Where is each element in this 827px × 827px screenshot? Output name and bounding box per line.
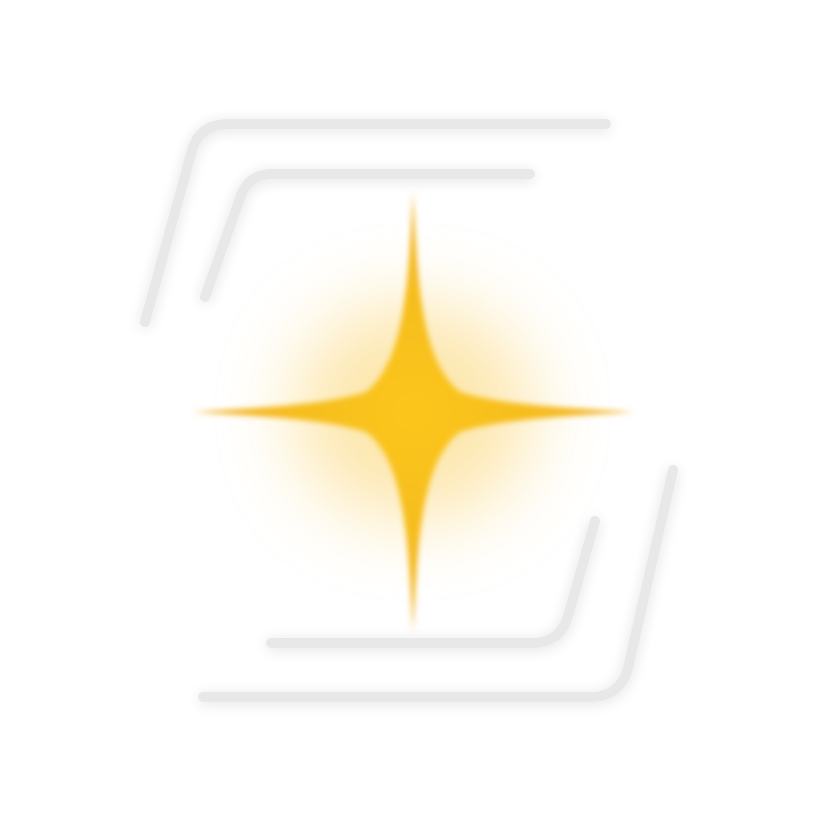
- bracket-top-inner: [200, 169, 535, 302]
- bracket-group: [140, 119, 678, 702]
- bracket-bottom-inner: [266, 516, 600, 648]
- bracket-bottom-outer: [198, 465, 678, 702]
- sparkle-icon: [192, 192, 634, 632]
- bracket-top-outer: [140, 119, 611, 327]
